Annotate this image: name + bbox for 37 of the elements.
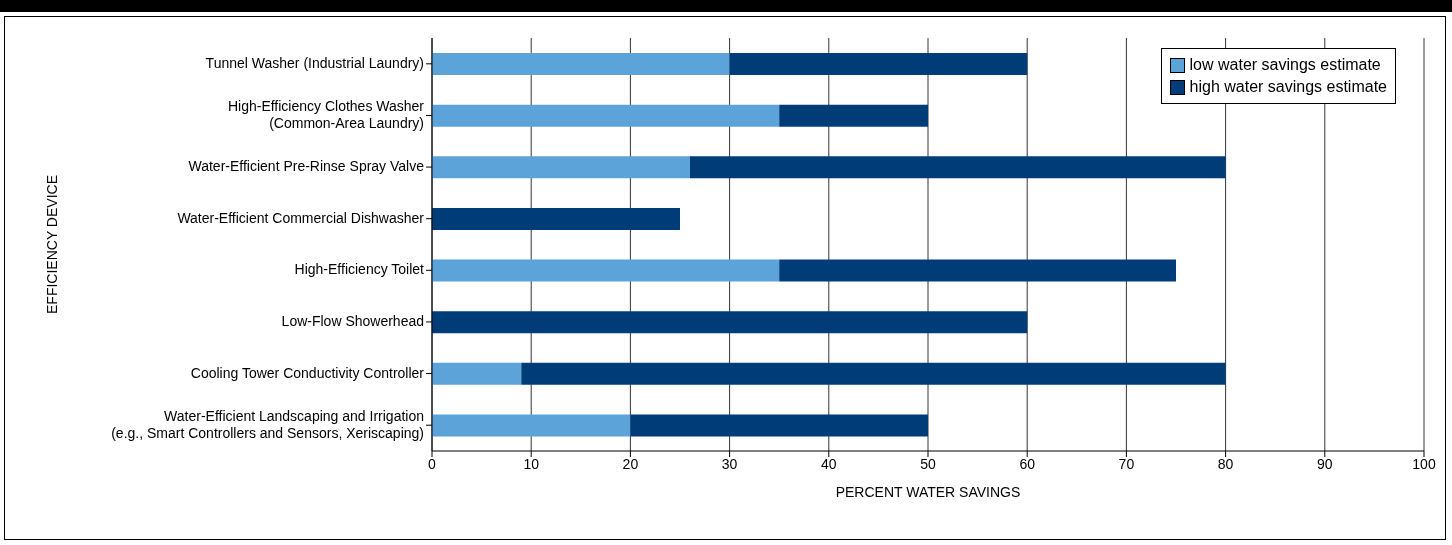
bar — [779, 104, 928, 127]
bar — [432, 207, 680, 230]
y-tick-label: Water-Efficient Landscaping and Irrigation (e.g., Smart Controllers and Sensors, Xeriscaping) — [111, 407, 424, 441]
x-tick-label: 90 — [1317, 455, 1333, 472]
x-tick-label: 10 — [523, 455, 540, 472]
x-tick-label: 30 — [721, 455, 738, 472]
x-tick-label: 100 — [1412, 455, 1436, 472]
y-tick-label: Cooling Tower Conductivity Controller — [190, 364, 425, 381]
legend-label: high water savings estimate — [1189, 77, 1387, 97]
x-tick-label: 70 — [1118, 455, 1135, 472]
bar — [432, 311, 1028, 334]
y-tick-label: Water-Efficient Commercial Dishwasher — [177, 209, 425, 226]
x-axis-title: PERCENT WATER SAVINGS — [835, 484, 1021, 500]
x-tick-label: 0 — [428, 455, 437, 472]
x-tick-label: 50 — [920, 455, 936, 472]
y-tick-label: High-Efficiency Clothes Washer (Common-Area Laundry) — [227, 97, 425, 131]
bar — [630, 414, 928, 437]
bar — [432, 156, 690, 179]
x-tick-label: 40 — [821, 455, 837, 472]
bar — [432, 104, 780, 127]
bar — [521, 362, 1226, 385]
bar — [779, 259, 1176, 282]
bar — [689, 156, 1226, 179]
y-tick-label: High-Efficiency Toilet — [294, 261, 425, 278]
x-tick-label: 20 — [622, 455, 639, 472]
legend-label: low water savings estimate — [1189, 55, 1381, 75]
x-tick-label: 60 — [1019, 455, 1036, 472]
y-tick-label: Tunnel Washer (Industrial Laundry) — [205, 54, 424, 71]
y-tick-label: Water-Efficient Pre-Rinse Spray Valve — [188, 157, 425, 174]
bar — [729, 53, 1028, 75]
bar — [432, 362, 522, 385]
y-axis-title: EFFICIENCY DEVICE — [43, 175, 60, 314]
bar — [432, 259, 780, 282]
bar — [432, 414, 631, 437]
bar — [432, 53, 730, 75]
y-tick-label: Low-Flow Showerhead — [281, 312, 424, 329]
x-tick-label: 80 — [1217, 455, 1234, 472]
